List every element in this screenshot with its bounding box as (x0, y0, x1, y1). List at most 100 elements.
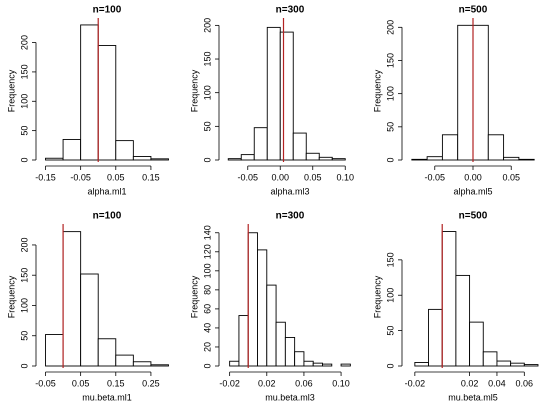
bar (510, 362, 525, 367)
bar (441, 134, 459, 161)
x-tick-label: 0.02 (258, 378, 276, 388)
bar (411, 158, 428, 161)
bar (284, 336, 296, 367)
x-tick-label: -0.02 (219, 378, 240, 388)
panel-title: n=300 (276, 211, 305, 222)
bar (229, 360, 240, 367)
y-tick-label: 100 (385, 86, 395, 101)
x-axis-label: mu.beta.ml3 (265, 392, 315, 402)
bar (318, 156, 333, 161)
y-tick-label: 0 (202, 157, 212, 162)
bar (279, 31, 294, 161)
y-tick-label: 0 (385, 363, 395, 368)
bar (340, 363, 351, 367)
y-tick-label: 200 (385, 20, 395, 35)
x-tick-label: -0.05 (70, 172, 91, 182)
y-tick-label: 0 (202, 363, 212, 368)
bar (455, 274, 471, 367)
bar (238, 315, 249, 367)
y-axis-label: Frequency (189, 69, 199, 112)
bar (257, 249, 268, 367)
panel-title: n=100 (93, 211, 122, 222)
x-tick-label: 0.05 (72, 378, 90, 388)
bar (45, 157, 64, 161)
y-tick-label: 100 (202, 263, 212, 278)
x-tick-label: 0.15 (107, 378, 125, 388)
y-tick-label: 50 (385, 326, 395, 336)
bar (496, 360, 512, 367)
y-tick-label: 100 (202, 85, 212, 100)
x-tick-label: 0.06 (516, 378, 534, 388)
x-tick-label: 0.04 (488, 378, 506, 388)
bar (482, 351, 498, 367)
histogram-panel: n=500 alpha.ml5 Frequency -0.05 0.00 0.05 0 50 1… (372, 5, 535, 196)
y-tick-label: 150 (202, 52, 212, 67)
y-tick-label: 120 (202, 244, 212, 259)
bar (457, 24, 474, 161)
y-tick-label: 60 (202, 304, 212, 314)
x-tick-label: 0.02 (461, 378, 479, 388)
y-axis-label: Frequency (189, 275, 199, 318)
y-tick-label: 40 (202, 323, 212, 333)
y-tick-label: 0 (385, 157, 395, 162)
bar (132, 156, 152, 161)
x-axis-label: alpha.ml3 (270, 186, 309, 196)
bar (275, 321, 286, 367)
bar (487, 134, 505, 161)
bar (115, 140, 134, 161)
y-tick-label: 50 (202, 121, 212, 131)
bar (414, 362, 429, 367)
bar (253, 127, 268, 161)
bar (331, 158, 346, 161)
bar (62, 138, 82, 161)
bar (97, 338, 117, 367)
x-tick-label: 0.06 (295, 378, 313, 388)
x-tick-label: -0.05 (425, 172, 446, 182)
y-tick-label: 200 (19, 35, 29, 50)
y-axis-label: Frequency (6, 275, 16, 318)
y-axis-label: Frequency (6, 69, 16, 112)
x-tick-label: 0.00 (464, 172, 482, 182)
y-tick-label: 50 (19, 126, 29, 136)
x-tick-label: 0.10 (336, 172, 354, 182)
bar (62, 231, 82, 367)
y-tick-label: 100 (19, 298, 29, 313)
bar (247, 232, 258, 367)
x-tick-label: 0.05 (107, 172, 125, 182)
x-axis-label: alpha.ml1 (87, 186, 126, 196)
bar (469, 321, 484, 367)
bar (518, 158, 535, 161)
x-tick-label: -0.15 (35, 172, 56, 182)
y-tick-label: 100 (19, 94, 29, 109)
histogram-panel: n=100 alpha.ml1 Frequency -0.15 -0.05 0.05 0.1… (6, 5, 169, 196)
bar (266, 284, 277, 367)
x-tick-label: -0.02 (405, 378, 426, 388)
panel-title: n=100 (93, 5, 122, 16)
x-axis-label: mu.beta.ml1 (82, 392, 132, 402)
y-axis-label: Frequency (372, 69, 382, 112)
y-tick-label: 150 (385, 53, 395, 68)
bar (322, 363, 333, 367)
y-tick-label: 50 (19, 331, 29, 341)
bar (503, 156, 520, 161)
histogram-panel: n=500 mu.beta.ml5 Frequency -0.02 0.02 0.04 0.… (372, 211, 539, 402)
bar (227, 158, 242, 161)
x-tick-label: -0.05 (237, 172, 258, 182)
bar (150, 364, 169, 367)
bar (294, 351, 305, 367)
bar (132, 361, 152, 367)
x-axis-label: alpha.ml5 (453, 186, 492, 196)
bar (426, 156, 443, 161)
x-tick-label: 0.10 (332, 378, 350, 388)
bar (45, 334, 64, 367)
x-axis-label: mu.beta.ml5 (448, 392, 498, 402)
x-tick-label: 0.25 (142, 378, 160, 388)
x-tick-label: 0.00 (271, 172, 289, 182)
x-tick-label: -0.05 (35, 378, 56, 388)
y-tick-label: 140 (202, 225, 212, 240)
bar (266, 26, 281, 161)
panel-title: n=500 (459, 5, 488, 16)
bar (80, 24, 99, 161)
y-tick-label: 200 (19, 237, 29, 252)
histogram-panel: n=100 mu.beta.ml1 Frequency -0.05 0.05 0.15 0.… (6, 211, 169, 402)
